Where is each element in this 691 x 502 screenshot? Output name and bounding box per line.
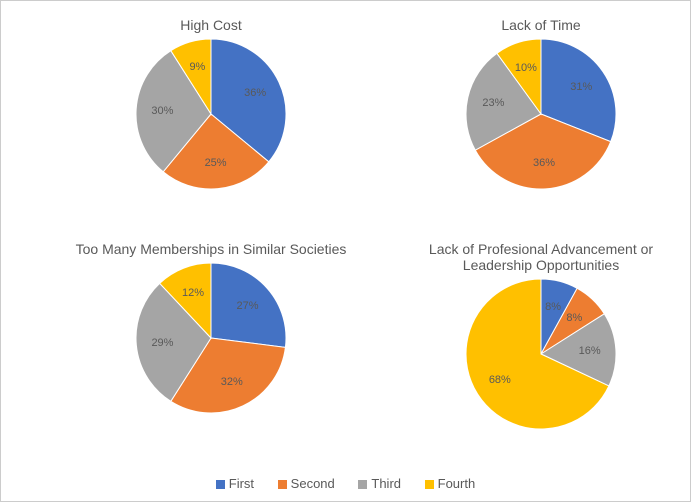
legend-label: Third [371, 476, 401, 491]
slice-label-third: 29% [151, 337, 173, 349]
slice-label-fourth: 12% [182, 287, 204, 299]
legend: First Second Third Fourth [1, 476, 690, 491]
legend-swatch-icon [278, 480, 287, 489]
legend-label: Second [291, 476, 335, 491]
slice-label-fourth: 10% [515, 62, 537, 74]
pie-chart-high-cost: High Cost 36% 25% 30% 9% [111, 17, 311, 189]
slice-label-third: 23% [482, 97, 504, 109]
legend-swatch-icon [425, 480, 434, 489]
legend-item-second: Second [278, 476, 335, 491]
pie-wrap: 27% 32% 29% 12% [136, 263, 286, 413]
slice-label-second: 36% [533, 157, 555, 169]
legend-item-third: Third [358, 476, 401, 491]
slice-label-third: 16% [579, 345, 601, 357]
slice-label-second: 32% [221, 376, 243, 388]
pie-chart-too-many-memberships: Too Many Memberships in Similar Societie… [71, 241, 351, 413]
slice-label-fourth: 9% [189, 61, 205, 73]
slice-label-second: 8% [566, 312, 582, 324]
slice-label-first: 31% [570, 81, 592, 93]
slice-label-third: 30% [151, 105, 173, 117]
slice-label-first: 27% [237, 300, 259, 312]
chart-title: Lack of Profesional Advancement or Leade… [401, 241, 681, 273]
chart-title: High Cost [111, 17, 311, 33]
slice-label-first: 36% [244, 87, 266, 99]
slice-label-second: 25% [205, 157, 227, 169]
legend-item-first: First [216, 476, 254, 491]
pie-wrap: 8% 8% 16% 68% [466, 279, 616, 429]
pie-wrap: 36% 25% 30% 9% [136, 39, 286, 189]
pie-wrap: 31% 36% 23% 10% [466, 39, 616, 189]
slice-label-first: 8% [545, 301, 561, 313]
pie-chart-lack-of-time: Lack of Time 31% 36% 23% 10% [441, 17, 641, 189]
pie-chart-lack-of-advancement: Lack of Profesional Advancement or Leade… [401, 241, 681, 429]
slice-label-fourth: 68% [489, 374, 511, 386]
legend-swatch-icon [216, 480, 225, 489]
legend-item-fourth: Fourth [425, 476, 476, 491]
legend-swatch-icon [358, 480, 367, 489]
chart-title: Lack of Time [441, 17, 641, 33]
legend-label: First [229, 476, 254, 491]
chart-grid: High Cost 36% 25% 30% 9% Lack of Time 31% 36… [0, 0, 691, 502]
chart-title: Too Many Memberships in Similar Societie… [71, 241, 351, 257]
legend-label: Fourth [438, 476, 476, 491]
